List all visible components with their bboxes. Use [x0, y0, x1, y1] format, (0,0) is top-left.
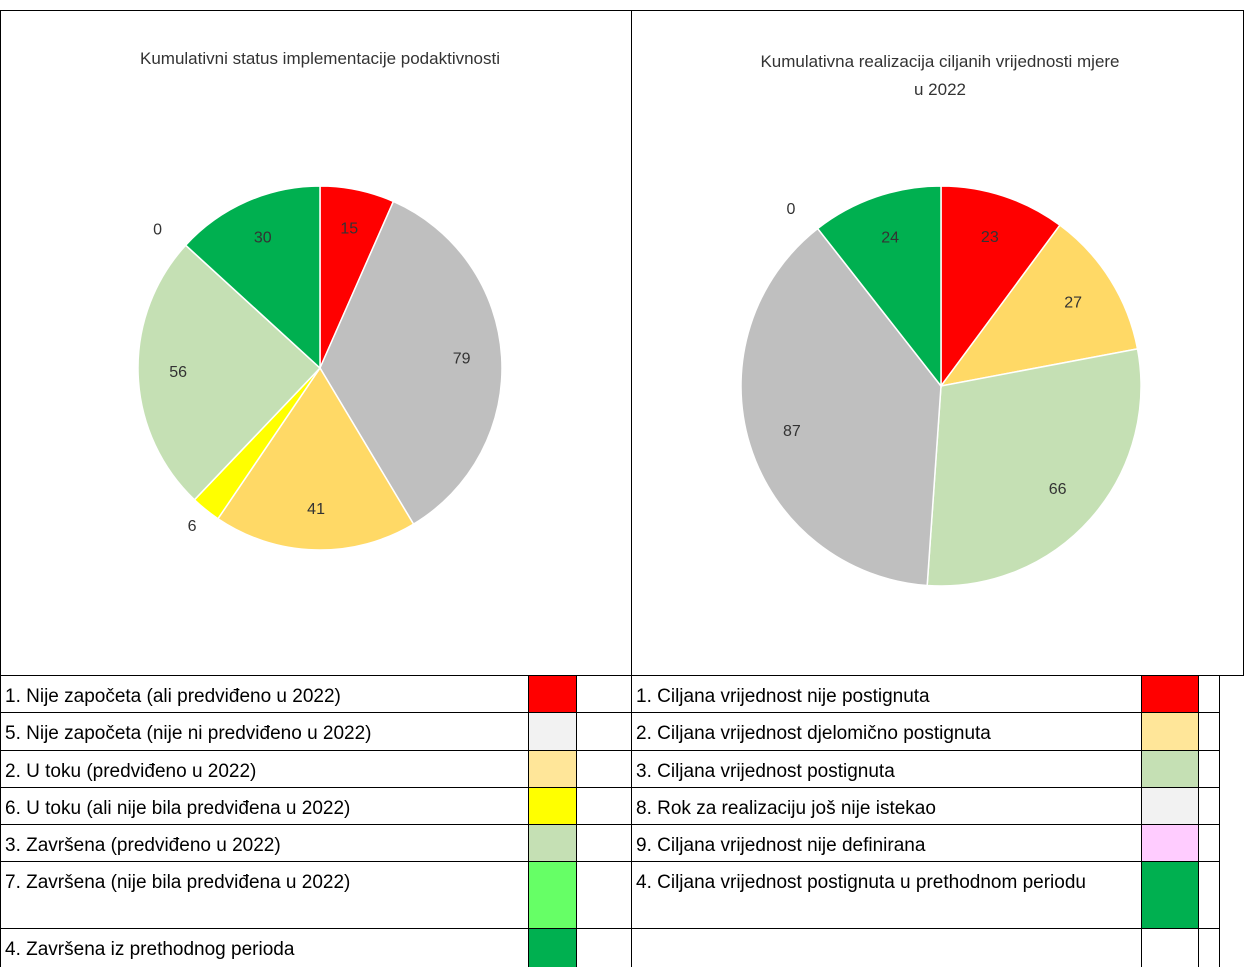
legend-label: 1. Ciljana vrijednost nije postignuta [631, 675, 1142, 713]
legend-swatch [1141, 787, 1199, 825]
legend-label: 4. Završena iz prethodnog perioda [0, 928, 529, 967]
legend-swatch [528, 861, 577, 929]
legend-empty-cell [1198, 712, 1220, 751]
data-label: 41 [307, 501, 325, 518]
legend-swatch [528, 787, 577, 825]
legend-swatch [1141, 861, 1199, 929]
legend-label: 5. Nije započeta (nije ni predviđeno u 2… [0, 712, 529, 751]
data-label: 23 [981, 229, 999, 246]
data-label: 0 [153, 222, 162, 239]
legend-label: 7. Završena (nije bila predviđena u 2022… [0, 861, 529, 929]
data-label: 87 [783, 423, 801, 440]
legend-swatch [528, 750, 577, 788]
legend-label: 8. Rok za realizaciju još nije istekao [631, 787, 1142, 825]
legend-swatch [528, 824, 577, 862]
data-label: 24 [881, 230, 899, 247]
data-label: 66 [1049, 481, 1067, 498]
data-label: 30 [254, 229, 272, 246]
legend-label: 1. Nije započeta (ali predviđeno u 2022) [0, 675, 529, 713]
pie-slice [926, 347, 1142, 587]
pie-slice [137, 244, 322, 501]
pie-slice [940, 185, 1061, 389]
data-label: 27 [1064, 294, 1082, 311]
data-label: 79 [453, 350, 471, 367]
legend-swatch [1141, 750, 1199, 788]
legend-empty-cell [576, 750, 632, 788]
legend-empty-cell [576, 712, 632, 751]
legend-label: 9. Ciljana vrijednost nije definirana [631, 824, 1142, 862]
pie-slice [740, 227, 942, 587]
legend-empty-cell [576, 928, 632, 967]
legend-label: 4. Ciljana vrijednost postignuta u preth… [631, 861, 1142, 929]
legend-swatch [1141, 824, 1199, 862]
chart-title: Kumulativna realizacija ciljanih vrijedn… [760, 52, 1120, 99]
pie-slice [184, 185, 321, 370]
legend-swatch [528, 675, 577, 713]
legend-empty-cell [576, 787, 632, 825]
legend-empty-cell [576, 861, 632, 929]
legend-empty-cell [1198, 824, 1220, 862]
legend-swatch [528, 712, 577, 751]
legend-empty-cell [1198, 675, 1220, 713]
data-label: 0 [786, 201, 795, 218]
legend-swatch [528, 928, 577, 967]
legend-label: 2. U toku (predviđeno u 2022) [0, 750, 529, 788]
legend-swatch [1141, 675, 1199, 713]
data-label: 15 [340, 220, 358, 237]
legend-label: 6. U toku (ali nije bila predviđena u 20… [0, 787, 529, 825]
legend-label: 2. Ciljana vrijednost djelomično postign… [631, 712, 1142, 751]
legend-label: 3. Završena (predviđeno u 2022) [0, 824, 529, 862]
legend-empty-cell [1198, 750, 1220, 788]
chart-title: Kumulativni status implementacije podakt… [140, 49, 501, 68]
data-label: 56 [169, 364, 187, 381]
legend-empty-cell [1198, 861, 1220, 929]
legend-swatch [1141, 928, 1199, 967]
legend-empty-cell [576, 824, 632, 862]
pie-slice [216, 366, 415, 551]
legend-label: 3. Ciljana vrijednost postignuta [631, 750, 1142, 788]
pie-slice [816, 185, 942, 389]
legend-empty-cell [576, 675, 632, 713]
legend-empty-cell [1198, 787, 1220, 825]
legend-label [631, 928, 1142, 967]
legend-empty-cell [1198, 928, 1220, 967]
pie-slice [939, 224, 1139, 388]
data-label: 6 [188, 518, 197, 535]
legend-swatch [1141, 712, 1199, 751]
